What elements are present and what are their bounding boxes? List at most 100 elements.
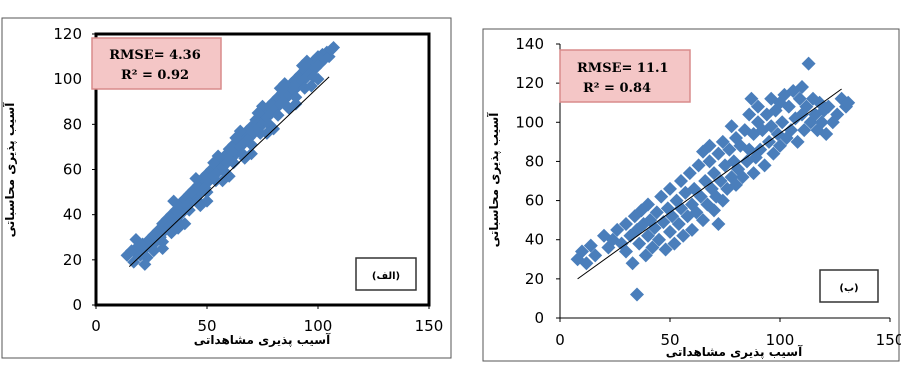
y-tick-label: 0 xyxy=(72,296,82,314)
data-point xyxy=(715,193,730,208)
data-point xyxy=(724,119,739,134)
y-tick-label: 40 xyxy=(525,231,544,249)
data-point xyxy=(271,108,285,122)
data-point xyxy=(227,156,241,170)
rmse-label: RMSE= 11.1 xyxy=(577,61,669,76)
data-point xyxy=(735,170,750,185)
x-tick-label: 0 xyxy=(91,317,101,335)
data-point xyxy=(645,240,660,255)
panel-label-box: (ب) xyxy=(819,269,879,303)
data-point xyxy=(757,158,772,173)
data-point xyxy=(746,127,761,142)
x-tick-label: 50 xyxy=(197,317,216,335)
panel-label-frame xyxy=(355,257,417,291)
x-tick-label: 0 xyxy=(555,331,565,349)
data-point xyxy=(167,194,181,208)
rmse-label: RMSE= 4.36 xyxy=(109,48,201,63)
y-tick-label: 20 xyxy=(525,270,544,288)
data-point xyxy=(147,244,161,258)
axes: 0 20 40 60 80 100 120 0 50 100 150 xyxy=(53,25,443,335)
x-tick-label: 50 xyxy=(660,331,679,349)
data-point xyxy=(619,244,633,259)
data-points xyxy=(570,56,856,302)
y-tick-label: 120 xyxy=(53,25,82,43)
data-point xyxy=(207,156,221,170)
chart-outer-frame xyxy=(482,28,900,362)
data-point xyxy=(327,41,341,55)
data-point xyxy=(253,126,267,140)
y-tick-label: 120 xyxy=(515,74,544,92)
data-point xyxy=(707,203,721,218)
data-point xyxy=(713,174,728,188)
stats-box: RMSE= 11.1 R² = 0.84 xyxy=(559,49,691,103)
stats-box: RMSE= 4.36 R² = 0.92 xyxy=(91,37,222,90)
data-point xyxy=(138,257,152,271)
data-point xyxy=(753,142,768,157)
data-point xyxy=(775,115,790,130)
data-point xyxy=(766,146,781,161)
data-point xyxy=(676,228,691,243)
y-tick-label: 0 xyxy=(534,309,544,327)
data-points xyxy=(120,41,341,271)
data-point xyxy=(289,90,303,104)
panel-label-box: (الف) xyxy=(355,257,417,291)
data-point xyxy=(625,256,640,271)
data-point xyxy=(229,131,243,145)
data-point xyxy=(792,91,807,106)
data-point xyxy=(656,215,671,230)
y-tick-label: 60 xyxy=(63,161,82,179)
data-point xyxy=(799,99,814,114)
data-point xyxy=(665,209,680,224)
y-tick-label: 100 xyxy=(515,113,544,131)
data-point xyxy=(649,205,664,220)
data-point xyxy=(702,138,717,153)
trendline-line xyxy=(128,76,330,267)
data-point xyxy=(795,80,809,95)
data-point xyxy=(797,123,812,138)
data-point xyxy=(742,107,757,122)
data-point xyxy=(751,115,765,130)
data-point xyxy=(251,106,265,120)
stats-box-bg xyxy=(559,49,691,103)
data-point xyxy=(619,217,633,232)
data-point xyxy=(830,107,845,122)
data-point xyxy=(216,174,230,188)
data-point xyxy=(773,138,787,153)
trendline xyxy=(128,76,330,267)
data-point xyxy=(814,115,829,130)
stats-box-bg xyxy=(91,37,222,90)
data-point xyxy=(801,56,816,71)
data-point xyxy=(583,238,598,253)
x-tick-label: 150 xyxy=(876,331,901,349)
chart-panel-alef: 0 20 40 60 80 100 120 0 50 100 150 RMSE= 4.36 R² =… xyxy=(1,17,452,359)
y-axis-label: آسیب پذیری محاسباتی xyxy=(2,102,17,238)
data-point xyxy=(781,99,796,114)
r2-label: R² = 0.84 xyxy=(583,81,651,96)
data-point xyxy=(674,201,688,216)
data-point xyxy=(711,217,726,232)
y-axis-label: آسیب پذیری محاسباتی xyxy=(486,112,501,248)
data-point xyxy=(189,172,203,186)
data-point xyxy=(751,99,765,114)
x-tick-label: 100 xyxy=(304,317,333,335)
y-tick-label: 20 xyxy=(63,251,82,269)
data-point xyxy=(588,248,603,263)
panel-label-text: (ب) xyxy=(839,283,858,294)
chart-outer-frame xyxy=(1,17,452,359)
x-tick-label: 100 xyxy=(766,331,795,349)
data-point xyxy=(295,59,309,73)
data-point xyxy=(638,248,653,263)
data-point xyxy=(744,91,759,106)
data-point xyxy=(841,95,856,110)
y-tick-label: 140 xyxy=(515,35,544,53)
data-point xyxy=(260,126,274,140)
data-point xyxy=(790,134,805,149)
data-point xyxy=(691,158,706,173)
data-point xyxy=(184,185,198,199)
y-tick-label: 40 xyxy=(63,206,82,224)
data-point xyxy=(654,189,669,204)
trendline-line xyxy=(577,88,842,280)
data-point xyxy=(632,236,647,251)
data-point xyxy=(715,134,730,149)
